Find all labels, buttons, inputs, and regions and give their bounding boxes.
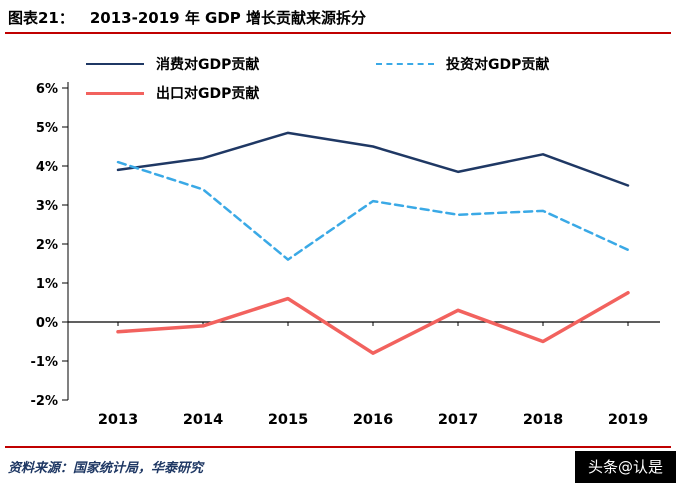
svg-text:2013: 2013 <box>98 412 138 428</box>
legend-label: 投资对GDP贡献 <box>446 57 550 73</box>
legend-line-swatch <box>86 63 144 65</box>
title-underline <box>5 32 671 34</box>
footer-divider <box>5 446 671 448</box>
watermark-badge: 头条@认是 <box>574 451 676 483</box>
svg-text:5%: 5% <box>36 121 58 136</box>
svg-text:6%: 6% <box>36 82 58 97</box>
legend-label: 出口对GDP贡献 <box>156 86 260 102</box>
legend-item-investment: 投资对GDP贡献 <box>376 54 549 74</box>
legend-item-consumption: 消费对GDP贡献 <box>86 54 376 74</box>
chart-svg: 6% 5% 4% 3% 2% 1% 0% -1% -2% 2013 2014 2015 2016 2017… <box>31 82 660 428</box>
svg-text:2018: 2018 <box>523 412 563 428</box>
legend-line-swatch <box>86 91 144 95</box>
svg-text:2015: 2015 <box>268 412 308 428</box>
source-text: 资料来源：国家统计局，华泰研究 <box>8 461 204 476</box>
svg-text:2019: 2019 <box>608 412 648 428</box>
legend-label: 消费对GDP贡献 <box>156 57 260 73</box>
svg-text:3%: 3% <box>36 199 58 214</box>
chart-title-prefix: 图表21： <box>8 9 74 27</box>
chart-title: 图表21： 2013-2019 年 GDP 增长贡献来源拆分 <box>8 7 366 28</box>
svg-text:-2%: -2% <box>31 394 58 409</box>
svg-text:2014: 2014 <box>183 412 223 428</box>
svg-text:2016: 2016 <box>353 412 393 428</box>
chart-legend: 消费对GDP贡献 投资对GDP贡献 出口对GDP贡献 <box>86 54 549 103</box>
svg-text:-1%: -1% <box>31 355 58 370</box>
svg-text:2%: 2% <box>36 238 58 253</box>
legend-item-export: 出口对GDP贡献 <box>86 83 376 103</box>
legend-line-swatch <box>376 63 434 65</box>
svg-text:0%: 0% <box>36 316 58 331</box>
svg-text:4%: 4% <box>36 160 58 175</box>
svg-text:1%: 1% <box>36 277 58 292</box>
svg-text:2017: 2017 <box>438 412 478 428</box>
chart-title-text: 2013-2019 年 GDP 增长贡献来源拆分 <box>89 9 367 27</box>
